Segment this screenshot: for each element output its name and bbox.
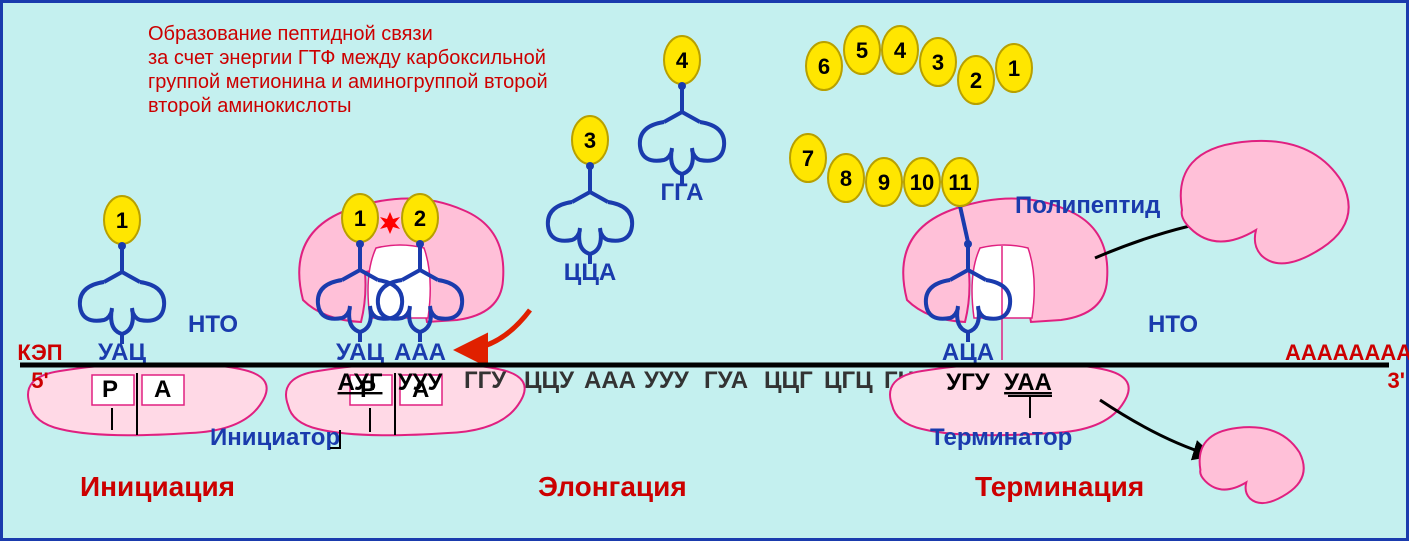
codon: АУГ (338, 369, 383, 396)
amino-acid-number: 4 (894, 38, 907, 63)
amino-acid: 4 (882, 26, 918, 74)
description-line: группой метионина и аминогруппой второй (148, 71, 548, 93)
amino-acid: 2 (402, 194, 438, 242)
terminator-label: Терминатор (930, 424, 1072, 451)
five-prime-label: 5' (31, 368, 48, 393)
anticodon: ААА (394, 339, 446, 366)
amino-acid: 2 (958, 56, 994, 104)
codon: УУУ (398, 369, 444, 396)
anticodon: УАЦ (336, 339, 384, 366)
mrna-codon: ЦЦГ (764, 367, 813, 394)
amino-acid: 4 (664, 36, 700, 84)
anticodon: ЦЦА (564, 259, 616, 286)
mrna-codon: ЦГЦ (824, 367, 873, 394)
description-line: второй аминокислоты (148, 95, 351, 117)
mrna-codon: ГГУ (464, 367, 507, 394)
stage-initiation: Инициация (80, 471, 235, 502)
amino-acid: 5 (844, 26, 880, 74)
mrna-codon: ЦЦУ (524, 367, 575, 394)
amino-acid: 7 (790, 134, 826, 182)
amino-acid-number: 3 (584, 128, 596, 153)
amino-acid: 9 (866, 158, 902, 206)
codon: УГУ (946, 369, 991, 396)
amino-acid-number: 2 (970, 68, 982, 93)
amino-acid: 1 (104, 196, 140, 244)
amino-acid-number: 10 (910, 170, 934, 195)
description-line: за счет энергии ГТФ между карбоксильной (148, 47, 546, 69)
amino-acid: 1 (996, 44, 1032, 92)
description-line: Образование пептидной связи (148, 23, 433, 45)
amino-acid-number: 3 (932, 50, 944, 75)
amino-acid: 11 (942, 158, 978, 206)
amino-acid-number: 1 (354, 206, 366, 231)
amino-acid-number: 11 (948, 170, 971, 195)
mrna-codon: ГУА (704, 367, 748, 394)
anticodon: ГГА (660, 179, 703, 206)
p-site-label: P (102, 376, 118, 403)
mrna-codon: ААА (584, 367, 636, 394)
amino-acid: 10 (904, 158, 940, 206)
amino-acid: 1 (342, 194, 378, 242)
amino-acid-number: 1 (1008, 56, 1020, 81)
polya-label: АААААААА (1285, 340, 1409, 365)
stop-codon: УАА (1004, 369, 1052, 396)
utr-label: НТО (188, 311, 238, 338)
anticodon: АЦА (942, 339, 994, 366)
amino-acid-number: 4 (676, 48, 689, 73)
stage-termination: Терминация (975, 471, 1144, 502)
initiator-label: Инициатор (210, 424, 340, 451)
amino-acid: 6 (806, 42, 842, 90)
cap-label: КЭП (17, 340, 62, 365)
mrna-codon: УУУ (644, 367, 690, 394)
amino-acid-number: 7 (802, 146, 814, 171)
amino-acid: 3 (920, 38, 956, 86)
three-prime-label: 3' (1388, 368, 1405, 393)
amino-acid-number: 8 (840, 166, 852, 191)
amino-acid: 3 (572, 116, 608, 164)
a-site-label: A (154, 376, 171, 403)
amino-acid-number: 6 (818, 54, 830, 79)
amino-acid-number: 1 (116, 208, 128, 233)
polypeptide-label: Полипептид (1015, 192, 1160, 219)
stage-elongation: Элонгация (538, 471, 687, 502)
amino-acid-number: 2 (414, 206, 426, 231)
utr-label: НТО (1148, 311, 1198, 338)
anticodon: УАЦ (98, 339, 146, 366)
amino-acid-number: 5 (856, 38, 868, 63)
amino-acid-number: 9 (878, 170, 890, 195)
amino-acid: 8 (828, 154, 864, 202)
